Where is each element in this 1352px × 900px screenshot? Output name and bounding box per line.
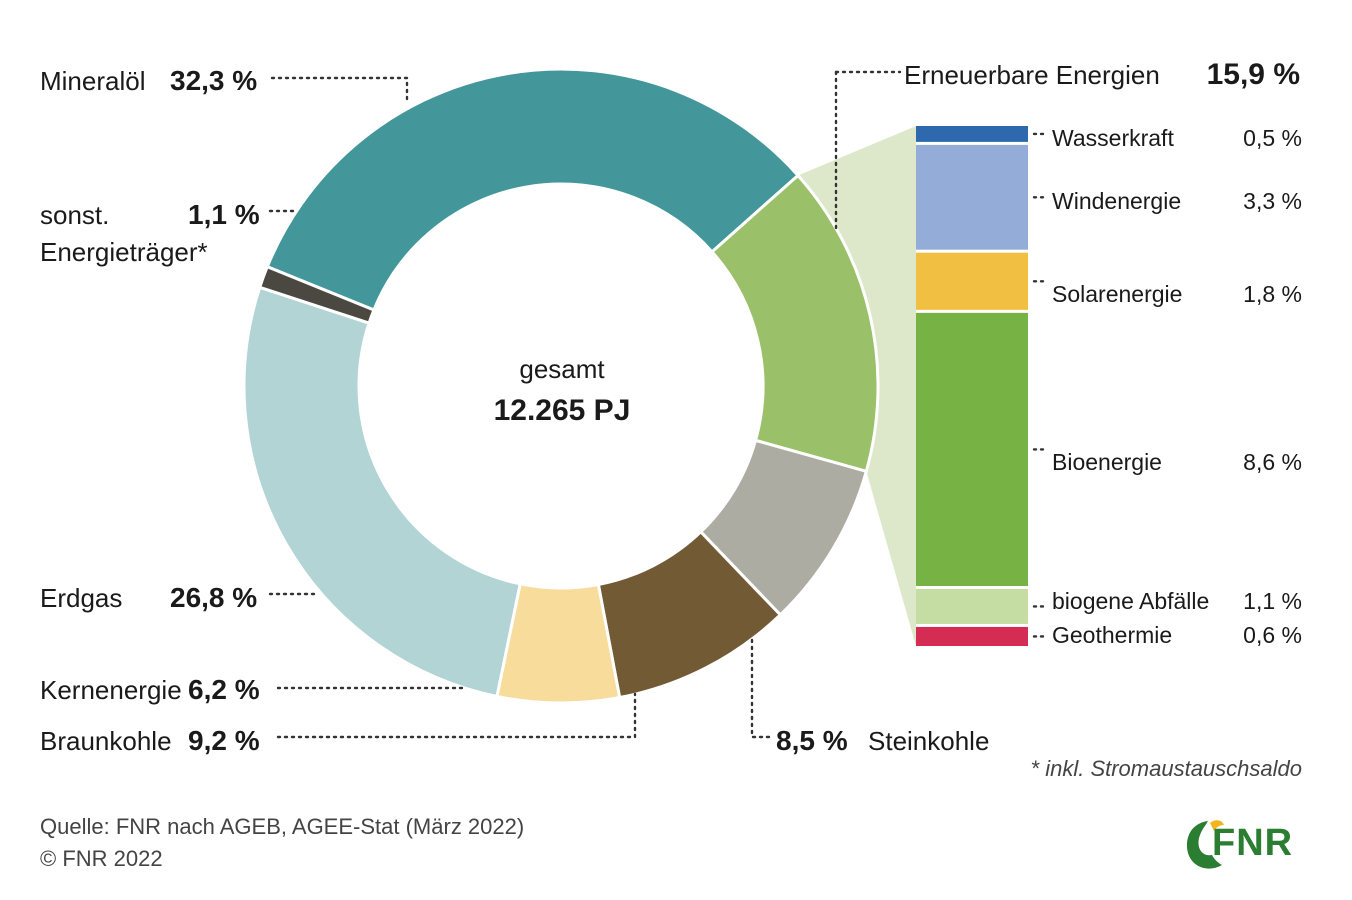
fnr-logo-icon — [1186, 820, 1224, 869]
slice-label-sonstige-1: sonst. — [40, 200, 109, 230]
breakdown-pct-wasserkraft: 0,5 % — [1243, 125, 1302, 151]
breakdown-segment-5 — [916, 626, 1028, 646]
slice-label-mineraloel: Mineralöl — [40, 66, 146, 96]
source-line: Quelle: FNR nach AGEB, AGEE-Stat (März 2… — [40, 814, 525, 839]
breakdown-segment-4 — [916, 589, 1028, 624]
slice-label-erdgas: Erdgas — [40, 583, 122, 613]
donut-slice-0 — [265, 67, 801, 312]
footnote: * inkl. Stromaustauschsaldo — [1030, 756, 1302, 781]
slice-label-kernenergie: Kernenergie — [40, 675, 182, 705]
breakdown-label-solarenergie: Solarenergie — [1052, 281, 1182, 307]
breakdown-segment-3 — [916, 312, 1028, 587]
center-label: gesamt — [519, 354, 605, 384]
slice-pct-erneuerbare: 15,9 % — [1207, 58, 1300, 91]
breakdown-bar — [916, 126, 1028, 646]
breakdown-pct-biogene-abfaelle: 1,1 % — [1243, 588, 1302, 614]
fnr-logo-text: FNR — [1212, 822, 1294, 864]
breakdown-pct-solarenergie: 1,8 % — [1243, 281, 1302, 307]
breakdown-label-bioenergie: Bioenergie — [1052, 449, 1162, 475]
slice-pct-kernenergie: 6,2 % — [188, 674, 260, 705]
slice-label-steinkohle: Steinkohle — [868, 726, 989, 756]
breakdown-pct-geothermie: 0,6 % — [1243, 622, 1302, 648]
leader-lines — [268, 70, 1048, 739]
copyright-line: © FNR 2022 — [40, 846, 163, 871]
breakdown-label-wasserkraft: Wasserkraft — [1052, 125, 1174, 151]
slice-pct-braunkohle: 9,2 % — [188, 725, 260, 756]
breakdown-pct-bioenergie: 8,6 % — [1243, 449, 1302, 475]
breakdown-label-geothermie: Geothermie — [1052, 622, 1172, 648]
slice-label-erneuerbare: Erneuerbare Energien — [904, 60, 1160, 90]
breakdown-segment-0 — [916, 126, 1028, 142]
leader-braunkohle — [276, 692, 637, 739]
breakdown-pct-windenergie: 3,3 % — [1243, 188, 1302, 214]
breakdown-segment-1 — [916, 144, 1028, 250]
donut-slice-5 — [242, 285, 522, 699]
leader-mineraloel — [270, 76, 409, 105]
leader-steinkohle — [750, 638, 772, 739]
slice-label-braunkohle: Braunkohle — [40, 726, 172, 756]
breakdown-label-biogene-abfaelle: biogene Abfälle — [1052, 588, 1209, 614]
donut-ring — [242, 67, 880, 705]
slice-pct-mineraloel: 32,3 % — [170, 65, 257, 96]
slice-pct-erdgas: 26,8 % — [170, 582, 257, 613]
slice-pct-steinkohle: 8,5 % — [776, 725, 848, 756]
slice-pct-sonstige: 1,1 % — [188, 199, 260, 230]
breakdown-label-windenergie: Windenergie — [1052, 188, 1181, 214]
donut-slice-6 — [257, 264, 376, 326]
slice-label-sonstige-2: Energieträger* — [40, 237, 208, 267]
breakdown-segment-2 — [916, 252, 1028, 310]
center-value: 12.265 PJ — [494, 394, 631, 427]
